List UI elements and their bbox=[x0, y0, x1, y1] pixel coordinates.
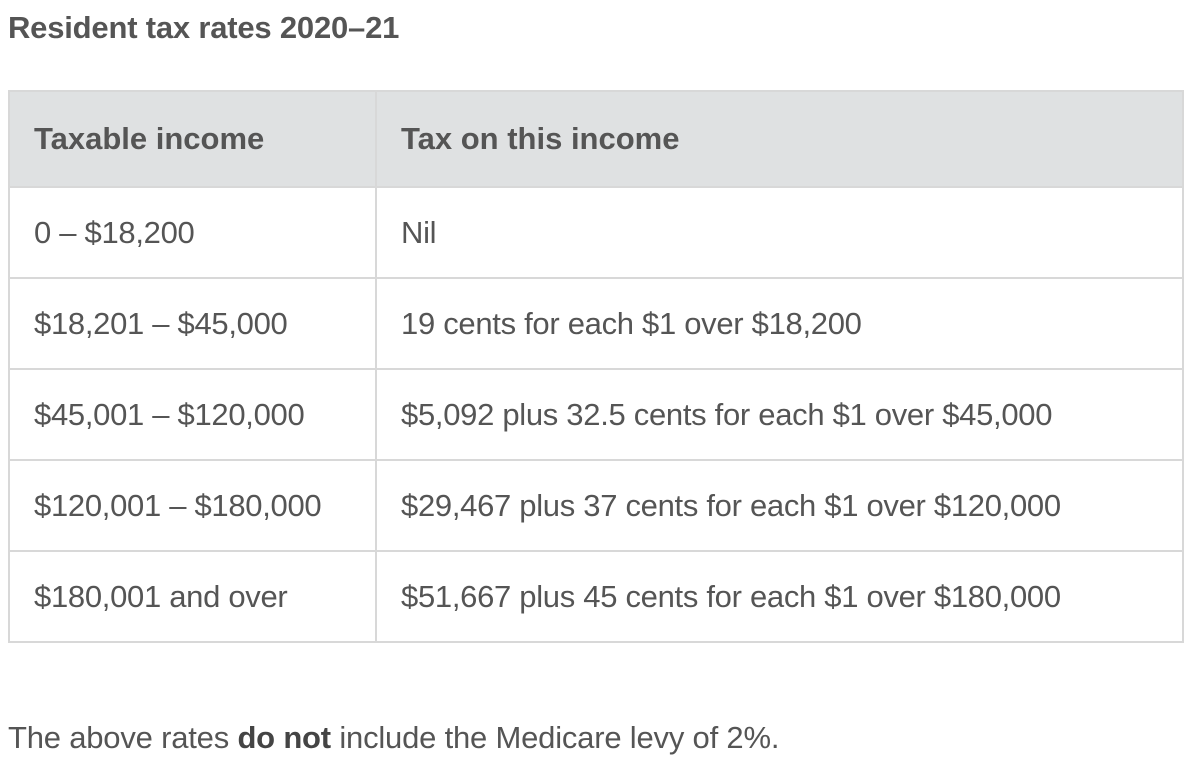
tax-amount-cell: $5,092 plus 32.5 cents for each $1 over … bbox=[375, 368, 1184, 461]
tax-amount-cell: 19 cents for each $1 over $18,200 bbox=[375, 277, 1184, 370]
tax-amount-cell: $51,667 plus 45 cents for each $1 over $… bbox=[375, 550, 1184, 643]
table-row: 0 – $18,200 Nil bbox=[8, 186, 1184, 279]
taxable-income-cell: $180,001 and over bbox=[8, 550, 377, 643]
tax-rates-table: Taxable income Tax on this income 0 – $1… bbox=[8, 90, 1184, 643]
column-header-tax-on-income: Tax on this income bbox=[375, 90, 1184, 188]
table-row: $180,001 and over $51,667 plus 45 cents … bbox=[8, 550, 1184, 643]
table-header-row: Taxable income Tax on this income bbox=[8, 90, 1184, 188]
tax-amount-cell: Nil bbox=[375, 186, 1184, 279]
taxable-income-cell: $45,001 – $120,000 bbox=[8, 368, 377, 461]
taxable-income-cell: $18,201 – $45,000 bbox=[8, 277, 377, 370]
medicare-levy-note: The above rates do not include the Medic… bbox=[8, 718, 779, 758]
taxable-income-cell: $120,001 – $180,000 bbox=[8, 459, 377, 552]
note-text-after: include the Medicare levy of 2%. bbox=[330, 720, 780, 755]
tax-amount-cell: $29,467 plus 37 cents for each $1 over $… bbox=[375, 459, 1184, 552]
note-emphasis: do not bbox=[237, 720, 331, 755]
table-row: $120,001 – $180,000 $29,467 plus 37 cent… bbox=[8, 459, 1184, 552]
table-row: $45,001 – $120,000 $5,092 plus 32.5 cent… bbox=[8, 368, 1184, 461]
table-row: $18,201 – $45,000 19 cents for each $1 o… bbox=[8, 277, 1184, 370]
note-text-before: The above rates bbox=[8, 720, 238, 755]
column-header-taxable-income: Taxable income bbox=[8, 90, 377, 188]
taxable-income-cell: 0 – $18,200 bbox=[8, 186, 377, 279]
page-title: Resident tax rates 2020–21 bbox=[8, 10, 400, 45]
